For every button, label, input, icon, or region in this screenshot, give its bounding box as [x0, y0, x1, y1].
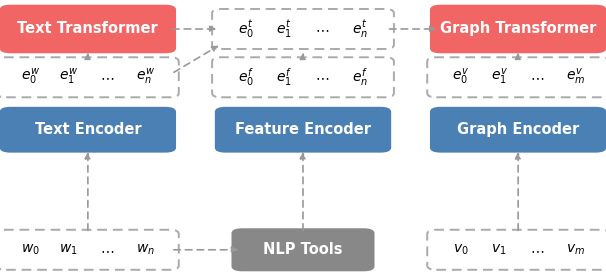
FancyBboxPatch shape — [212, 9, 394, 49]
Text: $e_0^f$: $e_0^f$ — [238, 66, 254, 88]
FancyBboxPatch shape — [0, 230, 179, 270]
Text: $e_0^v$: $e_0^v$ — [452, 67, 470, 87]
Text: $w_0$: $w_0$ — [21, 243, 40, 257]
Text: $w_1$: $w_1$ — [59, 243, 78, 257]
Text: $\cdots$: $\cdots$ — [530, 70, 544, 84]
Text: Graph Encoder: Graph Encoder — [457, 122, 579, 137]
Text: $e_n^w$: $e_n^w$ — [136, 67, 155, 87]
Text: Text Transformer: Text Transformer — [18, 22, 158, 36]
Text: $\cdots$: $\cdots$ — [315, 22, 329, 36]
FancyBboxPatch shape — [0, 57, 179, 97]
Text: $v_m$: $v_m$ — [566, 243, 585, 257]
Text: $e_1^t$: $e_1^t$ — [276, 18, 292, 40]
FancyBboxPatch shape — [430, 5, 606, 53]
FancyBboxPatch shape — [427, 57, 606, 97]
Text: $\cdots$: $\cdots$ — [100, 243, 114, 257]
Text: $e_n^t$: $e_n^t$ — [352, 18, 368, 40]
Text: $w_n$: $w_n$ — [136, 243, 155, 257]
FancyBboxPatch shape — [215, 107, 391, 153]
FancyBboxPatch shape — [231, 228, 375, 271]
Text: $e_1^w$: $e_1^w$ — [59, 67, 78, 87]
FancyBboxPatch shape — [212, 57, 394, 97]
Text: $\cdots$: $\cdots$ — [315, 70, 329, 84]
Text: $e_n^f$: $e_n^f$ — [352, 66, 368, 88]
FancyBboxPatch shape — [0, 107, 176, 153]
FancyBboxPatch shape — [430, 107, 606, 153]
Text: Text Encoder: Text Encoder — [35, 122, 141, 137]
Text: $v_1$: $v_1$ — [491, 243, 507, 257]
FancyBboxPatch shape — [0, 5, 176, 53]
Text: NLP Tools: NLP Tools — [263, 242, 343, 257]
Text: $e_1^v$: $e_1^v$ — [490, 67, 508, 87]
Text: $\cdots$: $\cdots$ — [100, 70, 114, 84]
Text: $e_0^w$: $e_0^w$ — [21, 67, 40, 87]
Text: $e_m^v$: $e_m^v$ — [566, 67, 585, 87]
Text: $e_1^f$: $e_1^f$ — [276, 66, 292, 88]
Text: Feature Encoder: Feature Encoder — [235, 122, 371, 137]
Text: $\cdots$: $\cdots$ — [530, 243, 544, 257]
FancyBboxPatch shape — [427, 230, 606, 270]
Text: $e_0^t$: $e_0^t$ — [238, 18, 254, 40]
Text: $v_0$: $v_0$ — [453, 243, 468, 257]
Text: Graph Transformer: Graph Transformer — [440, 22, 596, 36]
